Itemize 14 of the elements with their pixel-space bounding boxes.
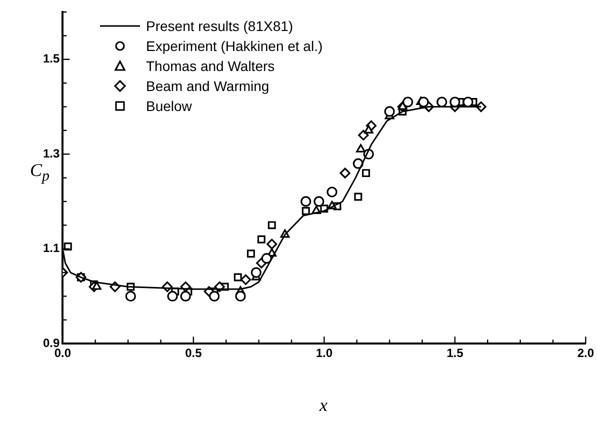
x-tick-label: 1.5	[446, 346, 464, 360]
y-tick-label: 1.1	[42, 241, 60, 256]
legend-label: Buelow	[146, 98, 192, 114]
x-tick-label: 0.5	[185, 346, 202, 360]
x-axis-title: x	[318, 395, 328, 416]
x-tick-label: 1.0	[316, 346, 333, 360]
x-tick-label: 2.0	[577, 346, 594, 360]
y-axis-title: C$_{p}$	[30, 160, 50, 186]
y-tick-label: 1.5	[42, 52, 60, 66]
legend-label: Thomas and Walters	[146, 58, 275, 74]
legend-label: Experiment (Hakkinen et al.)	[146, 38, 323, 54]
y-tick-label: 1.3	[42, 146, 60, 160]
legend-label: Beam and Warming	[146, 78, 270, 94]
legend-label: Present results (81X81)	[146, 18, 294, 34]
